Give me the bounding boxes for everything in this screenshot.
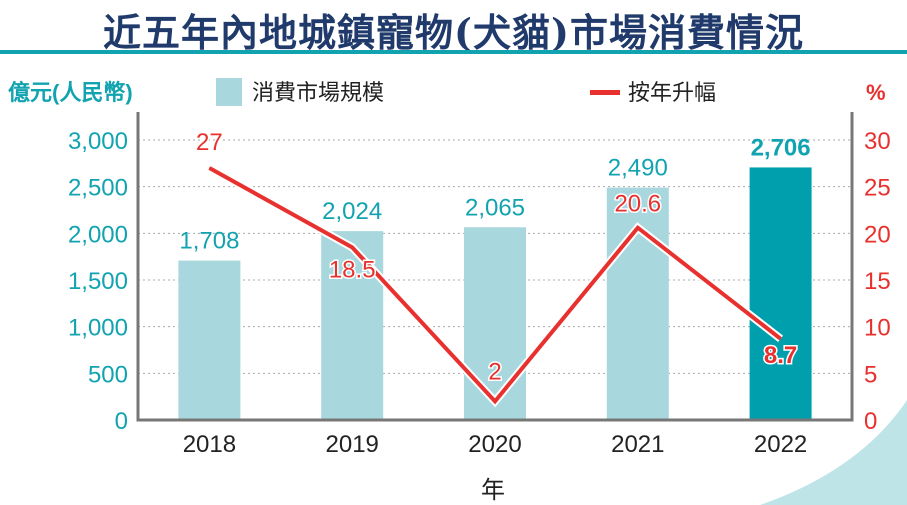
bar-value-label: 1,708 (179, 228, 239, 255)
right-tick-label: 10 (864, 315, 891, 342)
right-axis-label: % (866, 80, 886, 105)
bar-value-label: 2,490 (608, 155, 668, 182)
bar-value-label: 2,706 (751, 134, 811, 161)
left-tick-label: 0 (115, 408, 128, 435)
right-tick-label: 25 (864, 175, 891, 202)
line-value-label: 27 (196, 129, 223, 156)
line-point (494, 400, 496, 402)
x-axis-label: 年 (481, 477, 505, 504)
right-tick-label: 0 (864, 408, 877, 435)
legend-line-label: 按年升幅 (628, 80, 716, 105)
decorative-swoosh (760, 400, 907, 505)
line-value-label: 20.6 (614, 191, 661, 218)
bar-2020 (464, 227, 526, 420)
legend-bar-swatch (216, 78, 242, 106)
right-tick-label: 5 (864, 361, 877, 388)
right-tick-label: 30 (864, 128, 891, 155)
plot-frame (136, 112, 854, 422)
line-value-label: 8.7 (764, 342, 797, 369)
bar-2021 (606, 187, 669, 420)
x-tick-label: 2018 (183, 431, 236, 458)
left-tick-label: 2,000 (68, 221, 128, 248)
left-axis-label: 億元(人民幣) (8, 80, 133, 105)
right-tick-label: 15 (864, 268, 891, 295)
left-tick-label: 3,000 (68, 128, 128, 155)
line-point (780, 338, 782, 340)
title-rule (0, 50, 907, 54)
x-tick-label: 2021 (611, 431, 664, 458)
left-tick-label: 1,000 (68, 315, 128, 342)
left-tick-label: 2,500 (68, 175, 128, 202)
line-value-label: 2 (488, 358, 501, 385)
legend-bar-label: 消費市場規模 (252, 80, 384, 105)
x-tick-label: 2020 (468, 431, 521, 458)
chart-title: 近五年內地城鎮寵物(犬貓)市場消費情況 (103, 10, 804, 55)
line-value-label: 18.5 (329, 256, 376, 283)
left-tick-label: 1,500 (68, 268, 128, 295)
bar-value-label: 2,065 (465, 194, 525, 221)
line-point (637, 227, 639, 229)
line-point (208, 167, 210, 169)
legend-line-swatch (590, 90, 620, 95)
x-tick-label: 2019 (326, 431, 379, 458)
bar-2019 (321, 231, 384, 420)
x-tick-label: 2022 (754, 431, 807, 458)
bar-2022 (749, 167, 812, 420)
line-point (351, 246, 353, 248)
right-tick-label: 20 (864, 221, 891, 248)
bar-2018 (178, 260, 241, 420)
bar-value-label: 2,024 (322, 198, 382, 225)
left-tick-label: 500 (88, 361, 128, 388)
